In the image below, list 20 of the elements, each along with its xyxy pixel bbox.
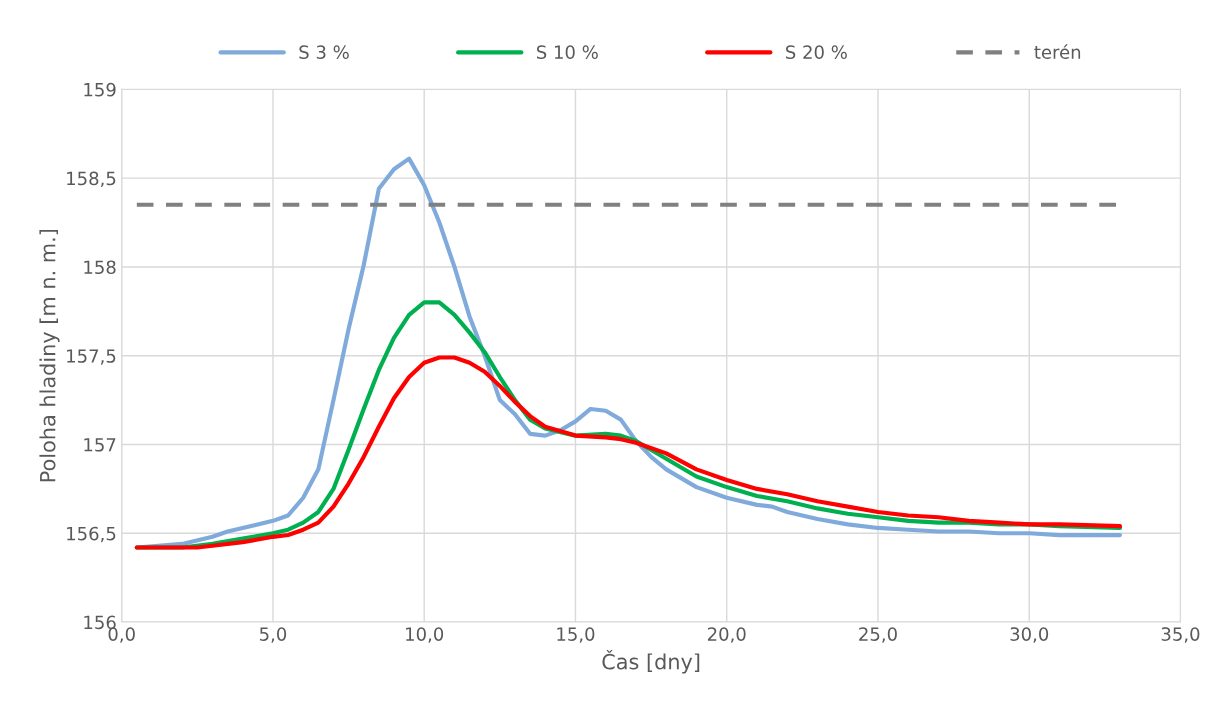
legend-label: terén: [1034, 44, 1081, 59]
y-tick-label: 157,5: [67, 349, 116, 365]
y-axis-title: Poloha hladiny [m n. m.]: [39, 229, 60, 482]
y-tick-label: 158,5: [67, 171, 116, 188]
legend-label: S 3 %: [299, 45, 349, 59]
y-tick-label: 157: [84, 438, 116, 452]
x-tick-label: 20,0: [707, 627, 746, 643]
x-tick-label: 5,0: [259, 627, 287, 643]
legend-label: S 10 %: [536, 45, 598, 59]
y-tick-label: 158: [84, 260, 116, 275]
x-axis-title: Čas [dny]: [602, 649, 700, 674]
line-series: [134, 355, 1123, 550]
x-tick-label: 25,0: [859, 627, 897, 643]
x-tick-label: 10,0: [406, 627, 444, 643]
x-tick-label: 30,0: [1010, 627, 1049, 643]
y-tick-label: 156,5: [67, 526, 116, 543]
legend-label: S 20 %: [786, 45, 847, 59]
x-tick-label: 35,0: [1161, 627, 1200, 643]
y-tick-label: 159: [84, 82, 116, 97]
x-tick-label: 15,0: [557, 627, 595, 643]
